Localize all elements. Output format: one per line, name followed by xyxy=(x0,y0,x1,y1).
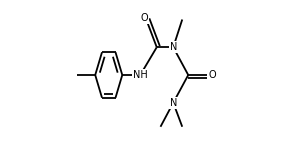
Text: N: N xyxy=(170,42,177,52)
Text: O: O xyxy=(208,70,216,80)
Text: NH: NH xyxy=(133,70,148,80)
Text: O: O xyxy=(140,13,148,23)
Text: N: N xyxy=(170,98,177,108)
